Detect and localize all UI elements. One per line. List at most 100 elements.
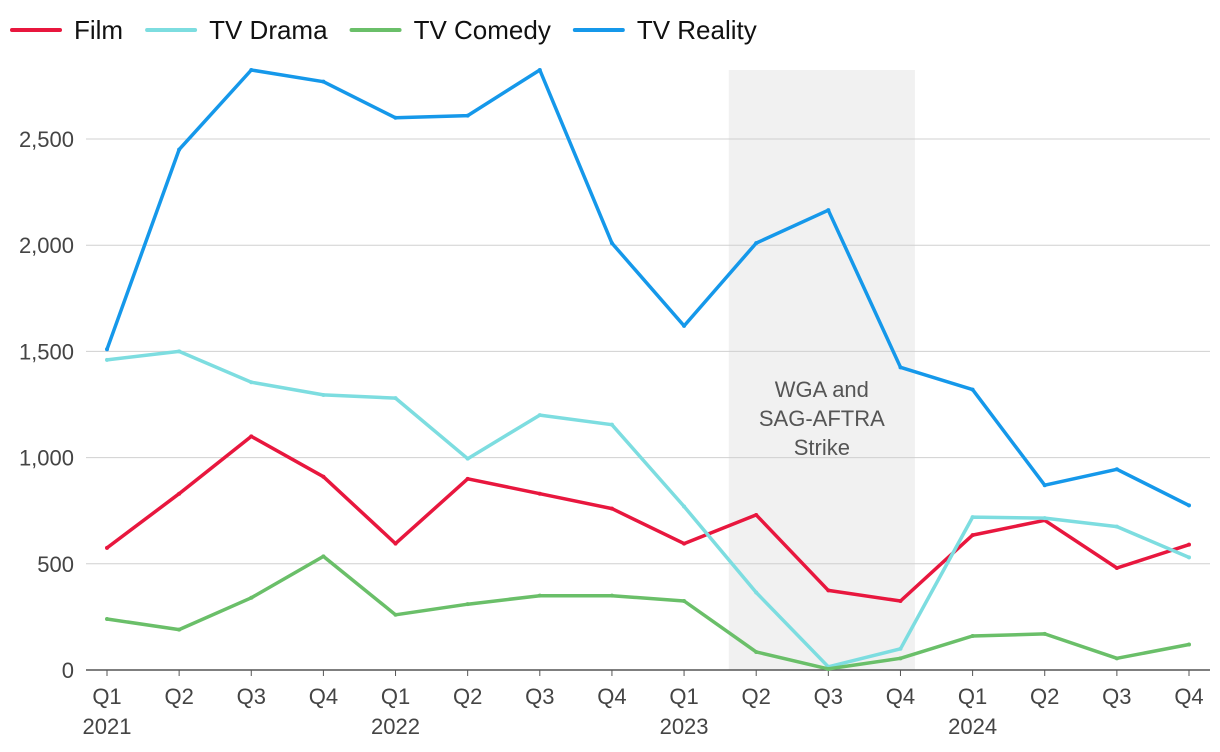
data-point-film [177, 491, 182, 496]
data-point-film [754, 512, 759, 517]
data-point-tv-comedy [1042, 631, 1047, 636]
data-point-tv-drama [898, 646, 903, 651]
legend-item-tv-drama: TV Drama [145, 15, 328, 45]
x-tick-label: Q3 [237, 684, 266, 709]
annotation-layer: WGA and SAG-AFTRA Strike [759, 377, 885, 460]
data-point-film [1187, 542, 1191, 547]
data-point-tv-reality [537, 67, 542, 72]
x-tick-label: Q2 [1030, 684, 1059, 709]
data-point-tv-reality [177, 147, 182, 152]
data-point-tv-comedy [393, 612, 398, 617]
data-point-tv-reality [1114, 467, 1119, 472]
x-axis: Q1 Q2 Q3 Q4 Q1 Q2 Q3 Q4 Q1 Q2 Q3 Q4 Q1 Q2 Q3 Q4 2021 2022… [83, 670, 1204, 739]
data-point-film [682, 541, 687, 546]
data-point-film [970, 533, 975, 538]
data-point-tv-reality [754, 241, 759, 246]
x-year-label: 2022 [371, 714, 420, 739]
data-point-film [321, 474, 326, 479]
strike-shaded-band [728, 70, 915, 670]
data-point-tv-drama [105, 357, 109, 362]
data-point-film [393, 541, 398, 546]
data-point-tv-reality [970, 387, 975, 392]
data-point-tv-comedy [1187, 642, 1191, 647]
data-point-tv-comedy [1114, 656, 1119, 661]
legend-label: TV Comedy [414, 15, 551, 45]
data-point-tv-comedy [970, 634, 975, 639]
y-tick-label: 1,000 [19, 446, 74, 471]
x-tick-label: Q2 [742, 684, 771, 709]
data-point-tv-drama [465, 456, 470, 461]
data-point-film [249, 434, 254, 439]
data-point-tv-reality [826, 208, 831, 213]
data-point-tv-reality [1042, 483, 1047, 488]
gridlines [86, 138, 1210, 671]
data-point-tv-comedy [682, 598, 687, 603]
x-tick-label: Q3 [814, 684, 843, 709]
series-layer [105, 67, 1191, 671]
data-point-film [1114, 566, 1119, 571]
legend-item-tv-reality: TV Reality [572, 15, 757, 45]
x-tick-label: Q4 [1174, 684, 1203, 709]
data-point-tv-drama [1187, 555, 1191, 560]
x-tick-label: Q3 [525, 684, 554, 709]
data-point-film [105, 545, 109, 550]
data-point-tv-drama [249, 380, 254, 385]
x-tick-label: Q2 [164, 684, 193, 709]
data-point-tv-drama [537, 413, 542, 418]
data-point-tv-reality [105, 347, 109, 352]
x-year-label: 2021 [83, 714, 132, 739]
data-point-tv-comedy [754, 649, 759, 654]
legend-label: TV Reality [637, 15, 757, 45]
data-point-tv-reality [321, 79, 326, 84]
data-point-tv-reality [249, 67, 254, 72]
data-point-film [465, 476, 470, 481]
x-tick-label: Q2 [453, 684, 482, 709]
data-point-tv-reality [898, 365, 903, 370]
data-point-tv-comedy [537, 593, 542, 598]
y-tick-label: 500 [37, 552, 74, 577]
data-point-tv-comedy [609, 593, 614, 598]
data-point-tv-reality [465, 113, 470, 118]
series-line-film [105, 434, 1191, 603]
data-point-tv-comedy [826, 666, 831, 671]
strike-annotation-line: Strike [794, 435, 850, 460]
series-line-tv-reality [105, 68, 1191, 508]
legend-item-film: Film [10, 15, 123, 45]
x-tick-label: Q4 [309, 684, 338, 709]
legend-label: TV Drama [209, 15, 328, 45]
x-tick-label: Q4 [886, 684, 915, 709]
data-point-tv-drama [1042, 516, 1047, 521]
data-point-tv-drama [1114, 524, 1119, 529]
data-point-tv-drama [609, 422, 614, 427]
data-point-tv-drama [754, 590, 759, 595]
data-point-film [609, 506, 614, 511]
data-point-tv-reality [609, 241, 614, 246]
y-tick-label: 1,500 [19, 339, 74, 364]
series-film [105, 434, 1191, 603]
strike-annotation-line: WGA and [775, 377, 869, 402]
data-point-tv-comedy [105, 617, 109, 622]
strike-annotation-line: SAG-AFTRA [759, 406, 885, 431]
series-tv-comedy [105, 554, 1191, 671]
data-point-tv-reality [393, 115, 398, 120]
legend-label: Film [74, 15, 123, 45]
data-point-tv-drama [393, 396, 398, 401]
data-point-tv-drama [970, 515, 975, 520]
y-tick-label: 0 [62, 658, 74, 683]
data-point-tv-comedy [321, 554, 326, 559]
data-point-tv-reality [1187, 503, 1191, 508]
y-tick-label: 2,000 [19, 233, 74, 258]
x-tick-label: Q1 [381, 684, 410, 709]
series-line-tv-drama [105, 349, 1191, 669]
legend: Film TV Drama TV Comedy TV Reality [10, 15, 757, 45]
series-line-tv-comedy [105, 554, 1191, 671]
x-year-label: 2024 [948, 714, 997, 739]
data-point-tv-comedy [898, 656, 903, 661]
x-tick-label: Q1 [92, 684, 121, 709]
series-tv-reality [105, 67, 1191, 508]
data-point-film [537, 491, 542, 496]
series-tv-drama [105, 349, 1191, 669]
data-point-tv-comedy [249, 595, 254, 600]
data-point-film [898, 598, 903, 603]
